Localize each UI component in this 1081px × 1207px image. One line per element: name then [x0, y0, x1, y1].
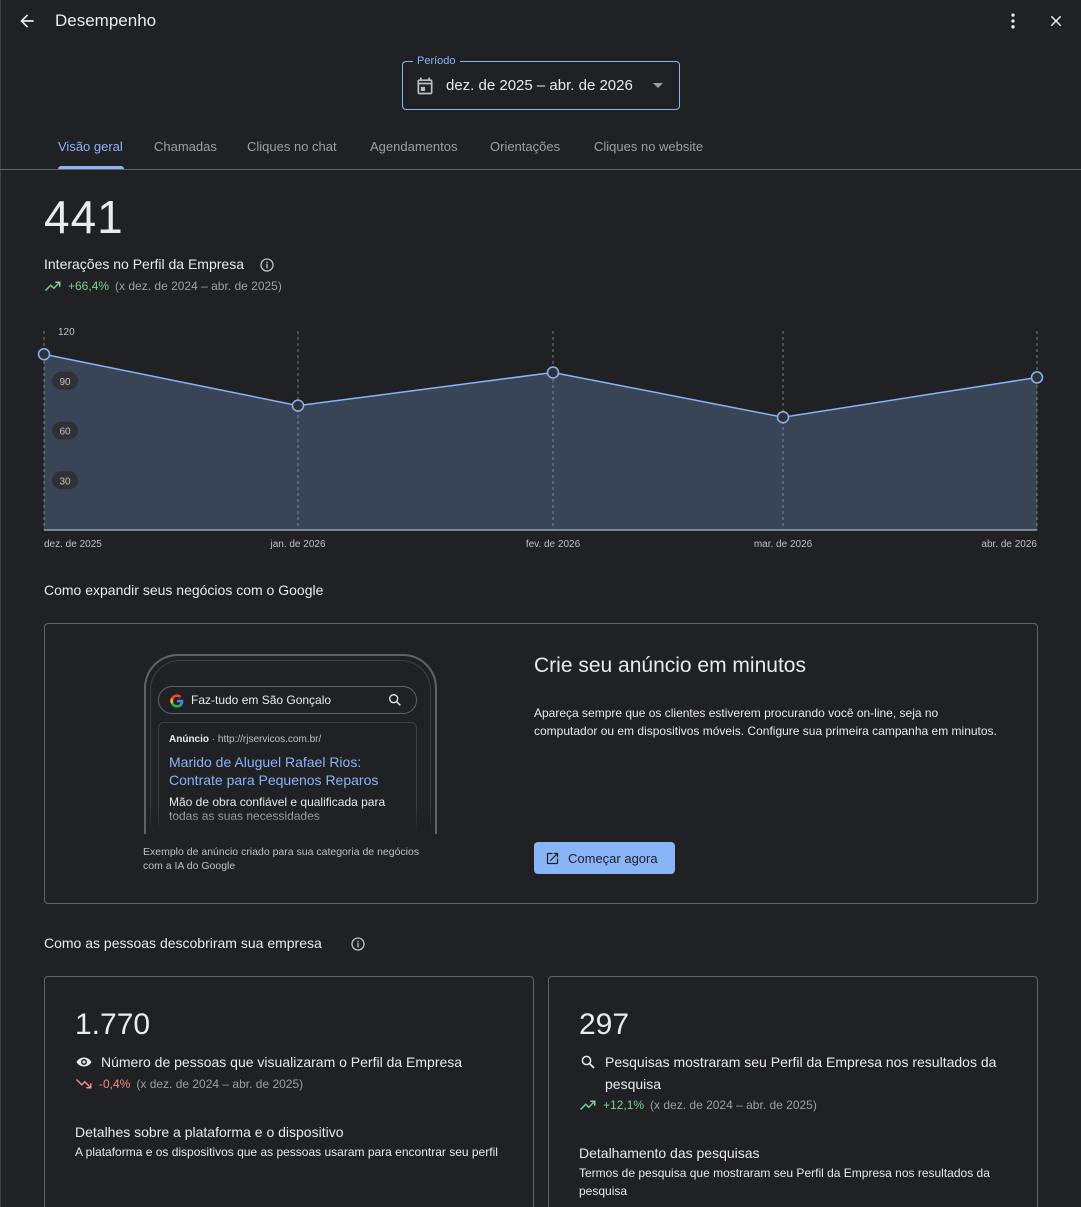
chart-point: [37, 347, 51, 361]
ad-label: Anúncio: [169, 734, 209, 745]
ad-caption: Exemplo de anúncio criado para sua categ…: [143, 846, 420, 872]
close-button[interactable]: [1043, 8, 1069, 34]
tab-website-clicks[interactable]: Cliques no website: [594, 139, 704, 154]
active-tab-indicator: [58, 166, 124, 169]
searches-label: Pesquisas mostraram seu Perfil da Empres…: [605, 1054, 997, 1092]
ad-promo-card: Faz-tudo em São Gonçalo Anúncio · http:/…: [44, 623, 1038, 904]
period-selector[interactable]: Período dez. de 2025 – abr. de 2026: [402, 55, 680, 110]
more-options-button[interactable]: [1000, 8, 1026, 34]
calendar-icon: [415, 76, 435, 101]
ad-promo-title: Crie seu anúncio em minutos: [534, 654, 806, 677]
interactions-chart: 30 60 90 120 dez. de 2025 jan. de 2026 fev. de…: [37, 327, 1044, 550]
profile-views-card: 1.770 Número de pessoas que visualizaram…: [44, 976, 534, 1207]
ad-result-title: Marido de Aluguel Rafael Rios: Contrate …: [169, 754, 379, 788]
start-now-label: Começar agora: [568, 850, 658, 866]
chart-point: [776, 410, 790, 424]
back-button[interactable]: [14, 8, 40, 34]
x-tick-label: jan. de 2026: [269, 539, 325, 550]
trending-up-icon: [579, 1100, 596, 1111]
open-in-new-icon: [545, 851, 560, 866]
platform-details-title: Detalhes sobre a plataforma e o disposit…: [75, 1124, 344, 1140]
chart-point: [291, 399, 305, 412]
info-icon[interactable]: [258, 256, 276, 274]
x-tick-label: mar. de 2026: [754, 539, 813, 550]
chart-point: [1030, 371, 1044, 384]
chart-area-fill: [44, 354, 1037, 530]
search-breakdown-description: Termos de pesquisa que mostraram seu Per…: [579, 1166, 990, 1198]
mock-search-text: Faz-tudo em São Gonçalo: [191, 693, 332, 707]
tab-directions[interactable]: Orientações: [490, 139, 561, 154]
google-logo-icon: [170, 694, 184, 708]
period-label: Período: [413, 55, 460, 67]
trend-comparison: (x dez. de 2024 – abr. de 2025): [115, 279, 282, 293]
mock-search-bar: Faz-tudo em São Gonçalo: [158, 686, 417, 714]
ad-url: http://rjservicos.com.br/: [217, 734, 322, 745]
tab-bar: Visão geral Chamadas Cliques no chat Age…: [0, 130, 1081, 170]
profile-views-label: Número de pessoas que visualizaram o Per…: [101, 1054, 463, 1070]
y-tick-label: 90: [59, 377, 71, 388]
close-icon: [1050, 15, 1062, 27]
x-tick-label: fev. de 2026: [526, 539, 581, 550]
y-tick-label: 120: [58, 327, 75, 338]
searches-number: 297: [579, 1008, 630, 1041]
tab-chat-clicks[interactable]: Cliques no chat: [247, 139, 337, 154]
y-tick-badge: [52, 471, 78, 490]
start-now-button[interactable]: Começar agora: [534, 842, 675, 874]
profile-views-trend: -0,4% (x dez. de 2024 – abr. de 2025): [75, 1077, 303, 1091]
eye-icon: [76, 1057, 92, 1067]
info-icon[interactable]: [349, 935, 367, 953]
top-bar: Desempenho: [0, 0, 1081, 42]
period-value: dez. de 2025 – abr. de 2026: [446, 77, 633, 94]
y-tick-badge: [52, 371, 78, 390]
page-title: Desempenho: [55, 11, 157, 30]
trend-comparison: (x dez. de 2024 – abr. de 2025): [650, 1098, 817, 1112]
dropdown-arrow-icon: [653, 83, 663, 88]
search-breakdown-title: Detalhamento das pesquisas: [579, 1145, 760, 1161]
trend-comparison: (x dez. de 2024 – abr. de 2025): [136, 1077, 304, 1091]
chart-point: [546, 366, 560, 379]
arrow-back-icon: [20, 14, 34, 28]
trending-up-icon: [44, 281, 61, 292]
ad-promo-description: Apareça sempre que os clientes estiverem…: [534, 706, 997, 738]
tab-overview[interactable]: Visão geral: [58, 139, 123, 154]
y-tick-label: 60: [59, 427, 71, 438]
searches-card: 297 Pesquisas mostraram seu Perfil da Em…: [548, 976, 1038, 1207]
profile-views-number: 1.770: [75, 1008, 151, 1041]
window-edge: [0, 0, 1, 1207]
growth-section-title: Como expandir seus negócios com o Google: [44, 582, 324, 598]
search-icon: [389, 694, 401, 706]
platform-details-description: A plataforma e os dispositivos que as pe…: [75, 1145, 498, 1159]
interactions-label: Interações no Perfil da Empresa: [44, 256, 244, 272]
trend-value: +66,4%: [68, 279, 110, 293]
x-tick-label: abr. de 2026: [981, 539, 1037, 550]
tab-bookings[interactable]: Agendamentos: [370, 139, 458, 154]
searches-trend: +12,1% (x dez. de 2024 – abr. de 2025): [579, 1098, 817, 1112]
tab-calls[interactable]: Chamadas: [154, 139, 217, 154]
phone-mockup: Faz-tudo em São Gonçalo Anúncio · http:/…: [144, 654, 437, 834]
y-tick-label: 30: [59, 476, 71, 487]
interactions-trend: +66,4% (x dez. de 2024 – abr. de 2025): [44, 279, 282, 293]
discovery-section-title: Como as pessoas descobriram sua empresa: [44, 935, 322, 951]
x-tick-label: dez. de 2025: [44, 539, 102, 550]
interactions-total: 441: [44, 191, 124, 243]
more-vert-icon: [1011, 13, 1015, 29]
trend-value: -0,4%: [99, 1077, 131, 1091]
trending-down-icon: [75, 1078, 92, 1089]
trend-value: +12,1%: [603, 1098, 645, 1112]
search-icon: [581, 1055, 595, 1069]
y-tick-badge: [52, 421, 78, 440]
